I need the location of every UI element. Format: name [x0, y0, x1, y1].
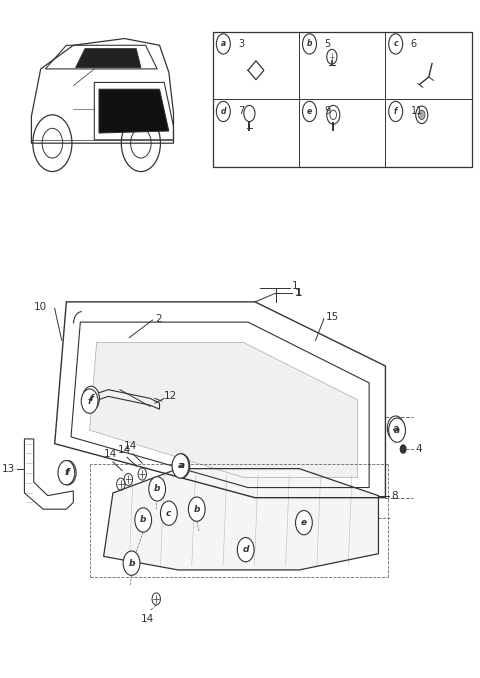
Circle shape	[389, 34, 403, 54]
Text: 5: 5	[324, 39, 331, 49]
Circle shape	[389, 418, 406, 442]
Circle shape	[302, 101, 316, 121]
Text: 2: 2	[155, 314, 161, 323]
Text: e: e	[301, 518, 307, 527]
Text: 8: 8	[391, 491, 397, 500]
Text: b: b	[140, 515, 146, 525]
Circle shape	[123, 551, 140, 576]
Text: f: f	[89, 394, 93, 403]
Circle shape	[172, 454, 189, 478]
Text: 1: 1	[295, 288, 302, 298]
Text: d: d	[221, 107, 226, 116]
Circle shape	[302, 34, 316, 54]
Circle shape	[400, 445, 406, 453]
Polygon shape	[90, 342, 358, 477]
Text: a: a	[393, 424, 399, 433]
Polygon shape	[99, 89, 169, 133]
Text: 1: 1	[292, 281, 299, 292]
Circle shape	[188, 497, 205, 521]
Circle shape	[149, 477, 166, 501]
Text: 14: 14	[124, 441, 137, 451]
Circle shape	[60, 460, 76, 485]
Text: c: c	[394, 39, 398, 48]
Circle shape	[389, 101, 403, 121]
Text: 4: 4	[416, 444, 422, 454]
Text: 14: 14	[141, 614, 155, 624]
Text: 9: 9	[324, 106, 331, 117]
Circle shape	[160, 501, 177, 525]
Text: b: b	[154, 484, 160, 494]
Text: a: a	[394, 426, 400, 435]
Text: f: f	[64, 468, 68, 477]
Text: 3: 3	[238, 39, 244, 49]
Text: 6: 6	[410, 39, 417, 49]
Circle shape	[135, 508, 152, 532]
Text: 14: 14	[104, 450, 117, 459]
Circle shape	[83, 386, 99, 411]
Text: 15: 15	[326, 313, 339, 323]
Text: d: d	[242, 545, 249, 554]
Text: 10: 10	[34, 302, 47, 312]
Text: f: f	[394, 107, 397, 116]
Text: 7: 7	[238, 106, 244, 117]
Text: b: b	[193, 504, 200, 514]
Bar	[213, 32, 472, 167]
Text: 11: 11	[410, 106, 423, 117]
Text: e: e	[307, 107, 312, 116]
Text: 13: 13	[2, 464, 15, 474]
Polygon shape	[76, 49, 141, 68]
Polygon shape	[104, 468, 378, 570]
Circle shape	[216, 34, 230, 54]
Circle shape	[173, 454, 190, 478]
Circle shape	[81, 389, 98, 414]
Text: f: f	[88, 397, 92, 405]
Text: 14: 14	[118, 445, 131, 455]
Circle shape	[387, 416, 404, 440]
Circle shape	[237, 538, 254, 562]
Text: f: f	[66, 468, 70, 477]
Circle shape	[296, 511, 312, 535]
Circle shape	[58, 460, 75, 485]
Text: 12: 12	[164, 391, 178, 401]
Text: c: c	[166, 508, 171, 518]
Text: b: b	[307, 39, 312, 48]
Text: a: a	[178, 462, 183, 471]
Text: a: a	[179, 462, 184, 471]
Text: b: b	[128, 559, 135, 567]
Text: a: a	[221, 39, 226, 48]
Circle shape	[216, 101, 230, 121]
Circle shape	[419, 110, 425, 119]
